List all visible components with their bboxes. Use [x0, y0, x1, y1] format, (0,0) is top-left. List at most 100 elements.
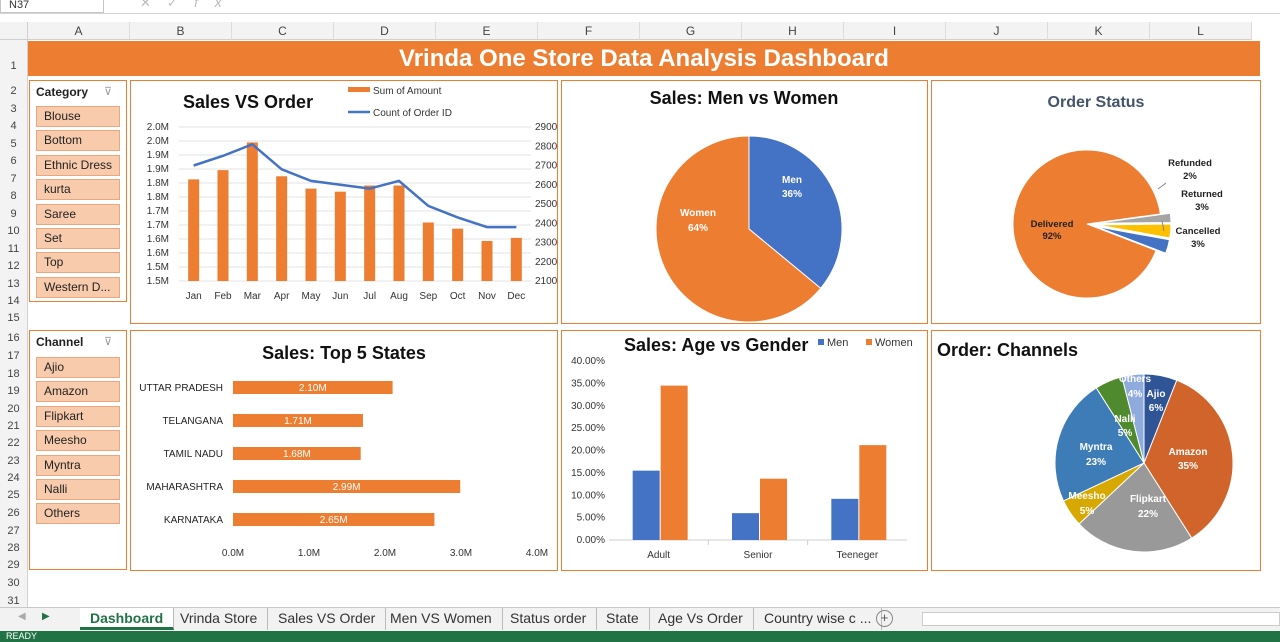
x-tick-label: Apr — [274, 291, 290, 302]
column-header[interactable]: G — [640, 22, 742, 40]
category-slicer-item[interactable]: kurta — [36, 179, 120, 201]
row-header[interactable]: 16 — [0, 325, 28, 345]
horizontal-scrollbar[interactable] — [922, 612, 1280, 626]
channel-slicer-item[interactable]: Nalli — [36, 479, 120, 500]
row-header[interactable]: 27 — [0, 520, 28, 537]
x-tick-label: 4.0M — [526, 548, 548, 559]
row-header[interactable]: 7 — [0, 168, 28, 185]
column-header[interactable]: J — [946, 22, 1048, 40]
row-header[interactable]: 8 — [0, 185, 28, 203]
category-slicer-item[interactable]: Top — [36, 252, 120, 274]
name-box[interactable]: N37 — [0, 0, 104, 13]
category-slicer-item[interactable]: Blouse — [36, 106, 120, 127]
category-slicer-item[interactable]: Ethnic Dress — [36, 154, 120, 176]
sheet-tab[interactable]: Dashboard — [80, 608, 175, 630]
select-all-corner[interactable] — [0, 22, 28, 40]
row-header[interactable]: 30 — [0, 572, 28, 590]
scroll-right-icon[interactable]: ▶ — [42, 611, 50, 622]
slice-label: Men — [782, 175, 802, 186]
slice-label: 35% — [1178, 461, 1198, 472]
x-tick-label: Jan — [186, 291, 202, 302]
slice-label: Amazon — [1169, 447, 1208, 458]
men-vs-women-panel: Sales: Men vs Women Men 36% Women 64% — [561, 80, 928, 324]
row-header[interactable]: 2 — [0, 80, 28, 98]
channel-slicer-item[interactable]: Meesho — [36, 430, 120, 452]
column-header[interactable]: D — [334, 22, 436, 40]
column-header[interactable]: B — [130, 22, 232, 40]
chart-title: Sales VS Order — [183, 92, 313, 112]
category-slicer-item[interactable]: Western D... — [36, 276, 120, 298]
add-sheet-icon[interactable]: + — [876, 610, 893, 627]
row-header[interactable]: 3 — [0, 98, 28, 115]
row-header[interactable]: 21 — [0, 415, 28, 432]
slice-label: Cancelled — [1176, 226, 1221, 237]
y-tick-label: 1.5M — [147, 262, 169, 273]
sheet-tab[interactable]: Status order — [500, 608, 598, 630]
category-slicer-item[interactable]: Saree — [36, 203, 120, 225]
row-header[interactable]: 26 — [0, 502, 28, 520]
refunded-slice — [1096, 212, 1172, 224]
row-header[interactable]: 4 — [0, 115, 28, 133]
column-header[interactable]: H — [742, 22, 844, 40]
y2-tick-label: 2900 — [535, 122, 557, 133]
column-header[interactable]: K — [1048, 22, 1150, 40]
row-header[interactable]: 11 — [0, 238, 28, 255]
clear-filter-icon[interactable]: ⊽ — [104, 86, 113, 98]
channel-slicer-item[interactable]: Others — [36, 503, 120, 525]
row-header[interactable]: 20 — [0, 398, 28, 415]
channel-slicer-item[interactable]: Ajio — [36, 357, 120, 378]
row-header[interactable]: 13 — [0, 273, 28, 290]
row-header[interactable]: 9 — [0, 203, 28, 220]
sheet-tab[interactable]: Sales VS Order — [268, 608, 387, 630]
age-vs-gender-chart: Sales: Age vs Gender Men Women 40.00% 35.00%… — [571, 335, 913, 561]
row-header[interactable]: 10 — [0, 220, 28, 238]
row-header[interactable]: 19 — [0, 380, 28, 398]
column-header[interactable]: C — [232, 22, 334, 40]
category-slicer-item[interactable]: Bottom — [36, 130, 120, 152]
channel-slicer-item[interactable]: Flipkart — [36, 405, 120, 427]
row-header[interactable]: 1 — [0, 40, 28, 80]
x-tick-label: Adult — [647, 550, 670, 561]
row-header[interactable]: 31 — [0, 590, 28, 607]
bar — [233, 447, 361, 460]
sheet-tab[interactable]: Country wise c ... — [754, 608, 883, 630]
scroll-left-icon[interactable]: ◀ — [18, 611, 26, 622]
row-header[interactable]: 29 — [0, 554, 28, 572]
x-tick-label: Aug — [390, 291, 408, 302]
row-header[interactable]: 15 — [0, 307, 28, 325]
legend-label: Men — [827, 337, 848, 349]
row-header[interactable]: 18 — [0, 363, 28, 380]
column-header[interactable]: I — [844, 22, 946, 40]
column-header[interactable]: A — [28, 22, 130, 40]
column-header[interactable]: E — [436, 22, 538, 40]
row-header[interactable]: 22 — [0, 432, 28, 450]
row-header[interactable]: 12 — [0, 255, 28, 273]
row-header[interactable]: 24 — [0, 467, 28, 484]
slice-label: Myntra — [1080, 442, 1113, 453]
sheet-tab[interactable]: Age Vs Order — [648, 608, 754, 630]
row-header[interactable]: 5 — [0, 133, 28, 150]
sales-vs-order-chart: Sales VS Order Sum of Amount Count of Orde… — [147, 86, 558, 302]
row-header[interactable]: 14 — [0, 290, 28, 307]
y-tick-label: 25.00% — [571, 423, 605, 434]
row-header[interactable]: 28 — [0, 537, 28, 554]
y-tick-label: 1.6M — [147, 248, 169, 259]
channel-slicer-item[interactable]: Myntra — [36, 454, 120, 476]
sheet-tab[interactable]: Vrinda Store — [170, 608, 269, 630]
y-tick-label: 1.9M — [147, 150, 169, 161]
sheet-tab[interactable]: State — [596, 608, 650, 630]
row-header[interactable]: 6 — [0, 150, 28, 168]
row-header[interactable]: 23 — [0, 450, 28, 467]
column-header[interactable]: L — [1150, 22, 1252, 40]
y-tick-label: 0.00% — [577, 535, 605, 546]
row-header[interactable]: 17 — [0, 345, 28, 363]
bar — [233, 381, 393, 394]
clear-filter-icon[interactable]: ⊽ — [104, 336, 113, 348]
sheet-tab[interactable]: Men VS Women — [380, 608, 503, 630]
y-tick-label: 35.00% — [571, 378, 605, 389]
channel-slicer-item[interactable]: Amazon — [36, 381, 120, 403]
row-header[interactable]: 25 — [0, 484, 28, 502]
slice-label: 6% — [1149, 403, 1164, 414]
category-slicer-item[interactable]: Set — [36, 228, 120, 249]
column-header[interactable]: F — [538, 22, 640, 40]
